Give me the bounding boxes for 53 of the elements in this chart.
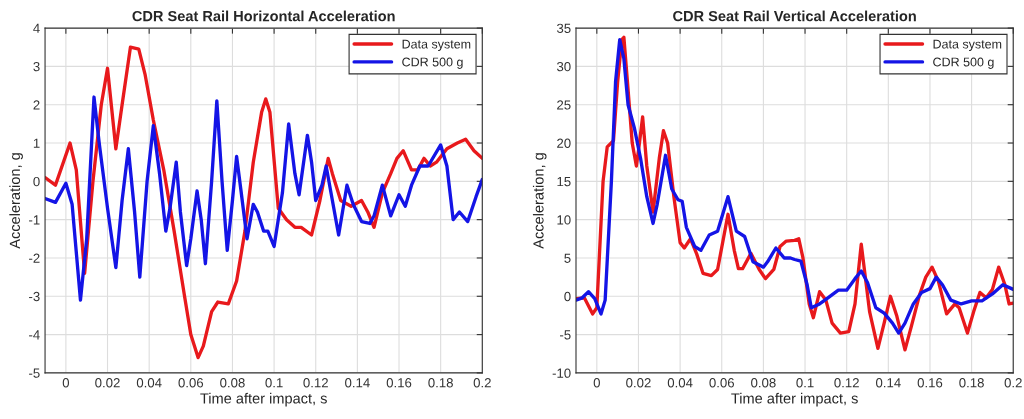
y-tick-label: 3 <box>33 61 40 72</box>
x-tick-label: 0.02 <box>626 378 651 388</box>
x-tick-label: 0.12 <box>834 378 859 388</box>
x-tick-label: 0 <box>593 378 600 388</box>
y-tick-label: 0 <box>564 291 571 302</box>
x-tick-label: 0.08 <box>220 378 245 388</box>
y-axis-title: Acceleration, g <box>532 153 547 249</box>
x-tick-label: 0.2 <box>1004 378 1022 388</box>
y-tick-label: 10 <box>557 215 571 225</box>
y-tick-label: 1 <box>33 138 40 148</box>
y-axis-title: Acceleration, g <box>9 153 23 249</box>
x-tick-label: 0.08 <box>751 378 776 388</box>
y-tick-label: 30 <box>556 61 571 72</box>
legend-label: Data system <box>933 39 1002 51</box>
x-tick-label: 0.16 <box>386 378 412 388</box>
x-tick-label: 0.14 <box>345 378 370 388</box>
x-tick-label: 0.1 <box>796 378 814 388</box>
x-axis-title: Time after impact, s <box>200 392 327 407</box>
x-tick-label: 0 <box>62 378 70 388</box>
x-tick-label: 0.02 <box>95 378 120 388</box>
x-tick-label: 0.1 <box>265 378 283 388</box>
y-tick-label: -5 <box>559 330 571 340</box>
chart-title: CDR Seat Rail Horizontal Acceleration <box>132 10 395 22</box>
x-axis-title: Time after impact, s <box>731 392 858 407</box>
legend-label: CDR 500 g <box>933 57 994 69</box>
y-tick-label: 35 <box>556 23 571 33</box>
y-tick-label: 25 <box>557 100 571 110</box>
y-tick-label: -4 <box>29 330 40 340</box>
x-tick-label: 0.18 <box>428 378 453 388</box>
y-tick-label: 2 <box>33 100 40 110</box>
x-tick-label: 0.16 <box>917 378 943 388</box>
line-series <box>45 95 483 302</box>
y-tick-label: 0 <box>33 176 40 187</box>
x-tick-label: 0.18 <box>959 378 984 388</box>
y-tick-label: 15 <box>557 177 571 187</box>
y-tick-label: 20 <box>557 138 571 148</box>
y-tick-label: 5 <box>564 253 571 263</box>
y-tick-label: -1 <box>29 215 40 225</box>
legend-label: Data system <box>402 39 471 51</box>
x-tick-label: 0.04 <box>667 378 693 388</box>
chart-title: CDR Seat Rail Vertical Acceleration <box>673 10 916 22</box>
x-tick-label: 0.06 <box>709 378 735 388</box>
y-tick-label: 4 <box>33 23 40 33</box>
x-tick-label: 0.06 <box>178 378 204 388</box>
x-tick-label: 0.04 <box>136 378 162 388</box>
x-tick-label: 0.12 <box>303 378 328 388</box>
legend-label: CDR 500 g <box>402 57 463 69</box>
x-tick-label: 0.14 <box>876 378 901 388</box>
y-tick-label: -10 <box>552 368 571 378</box>
y-tick-label: -3 <box>29 291 40 302</box>
y-tick-label: -2 <box>29 253 40 263</box>
y-tick-label: -5 <box>29 368 40 378</box>
x-tick-label: 0.2 <box>473 378 491 388</box>
